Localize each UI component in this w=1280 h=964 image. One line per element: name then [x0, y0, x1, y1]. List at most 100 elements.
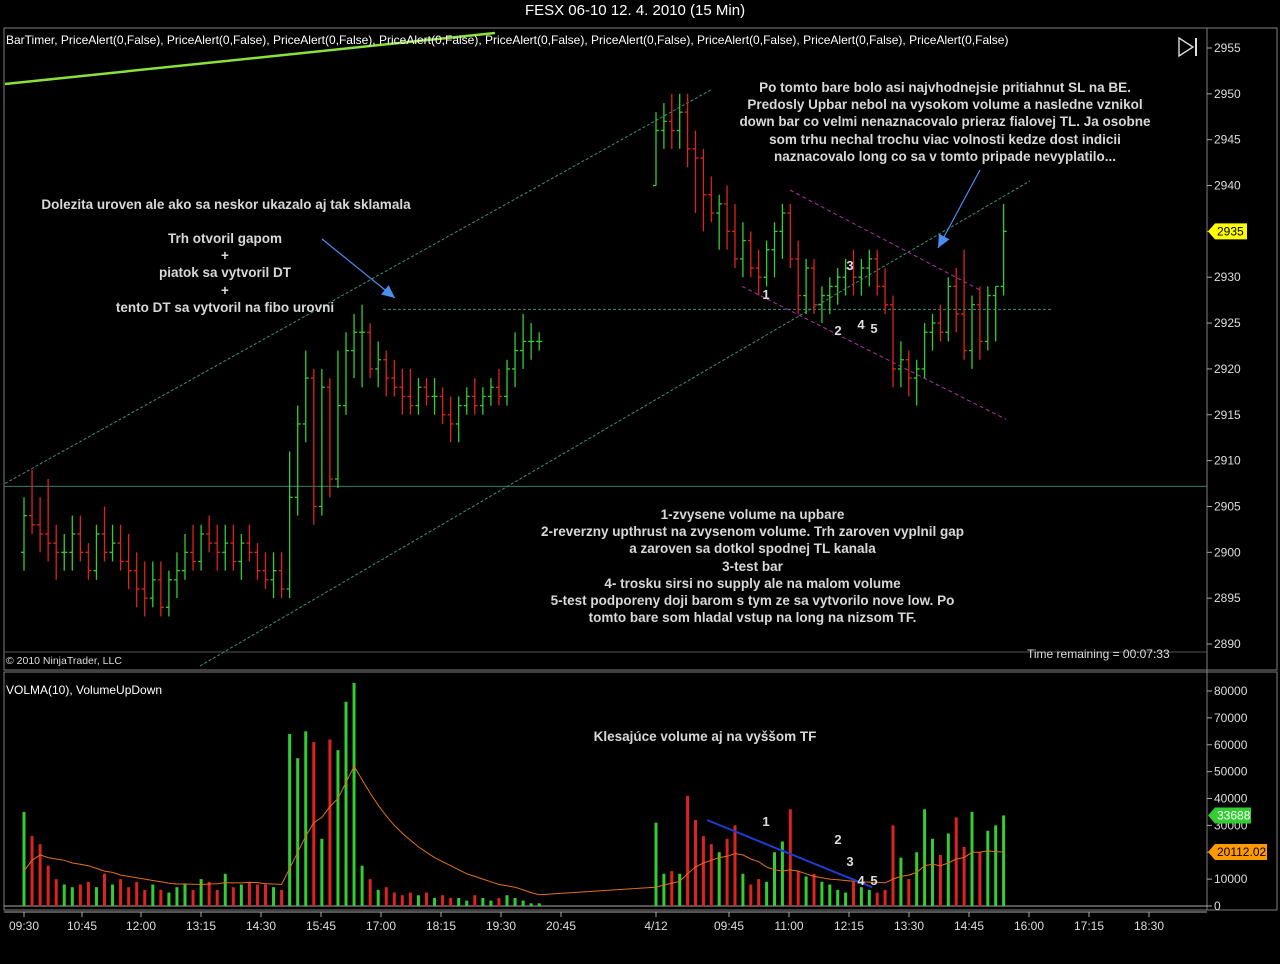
time-remaining: Time remaining = 00:07:33	[1027, 647, 1170, 661]
volume-bar	[344, 701, 348, 906]
volume-bar	[899, 857, 903, 906]
volume-bar	[360, 865, 364, 906]
volume-bar	[875, 892, 879, 906]
note-left-top: Dolezita uroven ale ako sa neskor ukazal…	[41, 197, 411, 212]
x-tick-label: 18:15	[426, 919, 456, 933]
volume-bar	[336, 750, 340, 906]
volume-bar	[54, 879, 58, 906]
volume-bar	[22, 811, 26, 906]
volume-bar	[844, 892, 848, 906]
volume-bar	[907, 879, 911, 906]
price-tick-label: 2895	[1214, 591, 1241, 605]
volume-bar	[883, 889, 887, 906]
volma-last-tag-bg	[1208, 843, 1267, 860]
note-left-line: +	[221, 282, 229, 298]
x-tick-label: 09:30	[9, 919, 39, 933]
volume-bar	[741, 873, 745, 906]
volume-bar	[207, 881, 211, 906]
volume-bar	[765, 881, 769, 906]
price-tick-label: 2940	[1214, 179, 1241, 193]
volume-bar	[183, 884, 187, 906]
volume-bar	[159, 889, 163, 906]
volume-bar	[425, 892, 428, 906]
volume-tick-label: 40000	[1214, 792, 1248, 806]
x-tick-label: 16:00	[1014, 919, 1044, 933]
window-title: FESX 06-10 12. 4. 2010 (15 Min)	[524, 2, 746, 19]
volume-bar	[352, 682, 356, 906]
note-left-line: +	[221, 248, 229, 264]
volume-bar	[923, 809, 927, 906]
x-tick-label: 12:15	[834, 919, 864, 933]
volume-bar	[288, 734, 292, 906]
volume-bar	[978, 852, 982, 906]
arrow-right-shaft	[937, 169, 981, 249]
note-bottom-line: 5-test podporeny doji barom s tym ze sa …	[550, 593, 955, 609]
volume-bar	[804, 876, 808, 906]
volume-bar	[529, 903, 533, 906]
volume-bar	[433, 897, 437, 906]
volume-bar	[78, 884, 82, 906]
volume-bar	[670, 871, 674, 906]
volume-bar	[812, 873, 816, 906]
volume-bar	[938, 854, 942, 906]
volume-panel-border	[3, 671, 1278, 911]
volume-tick-label: 60000	[1214, 738, 1248, 752]
price-tick-label: 2920	[1214, 362, 1241, 376]
volume-bar	[46, 865, 50, 906]
price-marker-4: 4	[857, 317, 865, 332]
volume-bar	[954, 817, 958, 906]
volume-bar	[891, 825, 895, 906]
price-tick-label: 2915	[1214, 408, 1241, 422]
volume-bar	[1002, 815, 1006, 906]
arrow-right-head	[938, 233, 950, 248]
arrow-left-shaft	[321, 238, 396, 299]
price-tick-label: 2905	[1214, 499, 1241, 513]
scroll-end-button[interactable]	[1176, 36, 1200, 58]
volume-bar	[296, 758, 300, 906]
volume-bar	[654, 822, 658, 906]
price-tick-label: 2910	[1214, 454, 1241, 468]
volume-marker-2: 2	[834, 832, 841, 847]
x-tick-label: 17:00	[366, 919, 396, 933]
volume-bar	[119, 879, 123, 906]
volume-bar	[859, 887, 863, 906]
note-bottom-line: 4- trosku sirsi no supply ale na malom v…	[604, 575, 901, 591]
x-tick-label: 12:00	[126, 919, 156, 933]
volume-bar	[143, 889, 147, 906]
volume-marker-5: 5	[870, 873, 877, 888]
volume-bar	[449, 897, 453, 906]
price-tick-label: 2925	[1214, 316, 1241, 330]
price-panel-indicators: BarTimer, PriceAlert(0,False), PriceAler…	[6, 33, 1009, 47]
volume-bar	[400, 895, 404, 906]
note-bottom: 1-zvysene volume na upbare 2-reverzny upt…	[470, 506, 1035, 626]
volume-bar	[320, 838, 324, 906]
volume-bar	[127, 887, 131, 906]
volume-bar	[86, 881, 90, 906]
volume-last-tag-bg	[1208, 807, 1251, 824]
volume-bar	[662, 873, 666, 906]
volume-bar	[30, 836, 34, 906]
volume-bar	[223, 873, 227, 906]
x-tick-label: 15:45	[306, 919, 336, 933]
price-marker-5: 5	[870, 321, 877, 336]
volume-bar	[94, 887, 98, 906]
volume-bar	[215, 889, 219, 906]
volume-marker-1: 1	[762, 814, 769, 829]
skip-end-icon	[1178, 36, 1197, 58]
volume-bar	[678, 873, 682, 906]
volume-bar	[505, 895, 509, 906]
volume-bar	[489, 900, 493, 906]
x-tick-label: 19:30	[486, 919, 516, 933]
note-left: Trh otvoril gapom + piatok sa vytvoril DT +…	[65, 230, 385, 316]
x-tick-label: 13:30	[894, 919, 924, 933]
volume-bar	[986, 830, 990, 906]
volume-tick-label: 0	[1214, 899, 1221, 913]
x-tick-label: 18:30	[1134, 919, 1164, 933]
volume-last-tag: 33688	[1217, 808, 1251, 822]
volume-bar	[725, 838, 729, 906]
volume-bar	[513, 897, 517, 906]
purple-channel-lower	[741, 285, 1007, 420]
volume-bar	[867, 889, 871, 906]
volume-marker-3: 3	[846, 854, 853, 869]
copyright: © 2010 NinjaTrader, LLC	[6, 655, 122, 667]
